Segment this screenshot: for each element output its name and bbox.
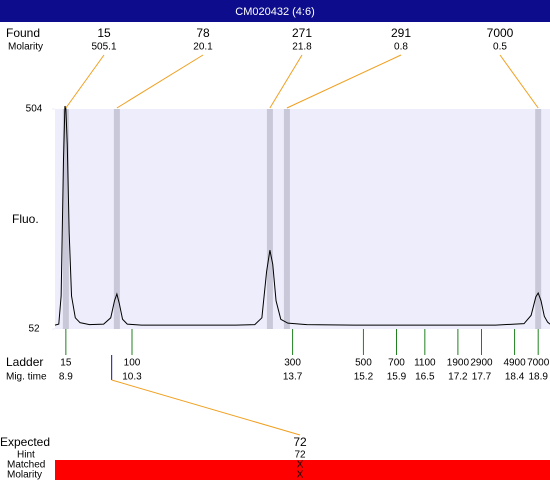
found-connector [116, 54, 204, 109]
ladder-time: 15.2 [354, 372, 374, 383]
y-tick-label: 52 [28, 324, 40, 335]
found-size: 291 [391, 26, 411, 40]
ladder-size: 1900 [447, 358, 470, 369]
ladder-size: 2900 [470, 358, 493, 369]
found-label: Found [6, 26, 40, 40]
expected-molarity-value: X [297, 470, 304, 480]
found-molarity: 20.1 [193, 42, 213, 53]
found-molarity: 0.5 [493, 42, 507, 53]
ladder-label: Ladder [6, 355, 43, 369]
ladder-size: 100 [124, 358, 141, 369]
found-size: 15 [97, 26, 111, 40]
found-size: 271 [292, 26, 312, 40]
ladder-time: 16.5 [415, 372, 435, 383]
ladder-size: 4900 [503, 358, 526, 369]
found-connector [269, 54, 303, 109]
found-connector [65, 54, 105, 109]
ladder-size: 7000 [527, 358, 550, 369]
ladder-time: 17.2 [448, 372, 468, 383]
found-peak-band [266, 109, 273, 329]
ladder-time: 15.9 [387, 372, 407, 383]
title-bar [0, 0, 550, 22]
ladder-time: 18.9 [528, 372, 548, 383]
found-peak-band [62, 109, 69, 329]
plot-area [55, 109, 550, 329]
found-connector [499, 54, 539, 109]
ladder-size: 300 [284, 358, 301, 369]
ladder-size: 15 [60, 358, 72, 369]
found-peak-band [283, 109, 290, 329]
y-tick-label: 504 [26, 104, 43, 115]
ladder-time: 8.9 [59, 372, 73, 383]
chart-title: CM020432 (4:6) [235, 6, 315, 18]
hint-label: Hint [17, 450, 35, 461]
matched-value: X [297, 460, 304, 471]
ladder-time: 13.7 [283, 372, 303, 383]
ladder-time: 10.3 [122, 372, 142, 383]
ladder-time: 17.7 [472, 372, 492, 383]
found-peak-band [535, 109, 542, 329]
y-axis-label: Fluo. [12, 212, 39, 226]
found-molarity-label: Molarity [8, 42, 43, 53]
ladder-time: 18.4 [505, 372, 525, 383]
ladder-size: 500 [355, 358, 372, 369]
trace-line [54, 105, 550, 326]
ladder-size: 1100 [414, 358, 436, 369]
hint-value: 72 [294, 450, 306, 461]
ladder-time-label: Mig. time [6, 372, 47, 383]
found-peak-band [113, 109, 120, 329]
expected-value: 72 [293, 435, 307, 449]
found-size: 7000 [487, 26, 514, 40]
expected-label: Expected [0, 435, 50, 449]
found-connector [286, 54, 402, 109]
found-molarity: 505.1 [91, 42, 116, 53]
matched-bar [55, 460, 550, 480]
found-molarity: 0.8 [394, 42, 408, 53]
expected-molarity-label: Molarity [7, 470, 42, 480]
matched-label: Matched [7, 460, 45, 471]
found-molarity: 21.8 [292, 42, 312, 53]
found-size: 78 [196, 26, 210, 40]
ladder-size: 700 [388, 358, 405, 369]
expected-connector [111, 379, 301, 436]
